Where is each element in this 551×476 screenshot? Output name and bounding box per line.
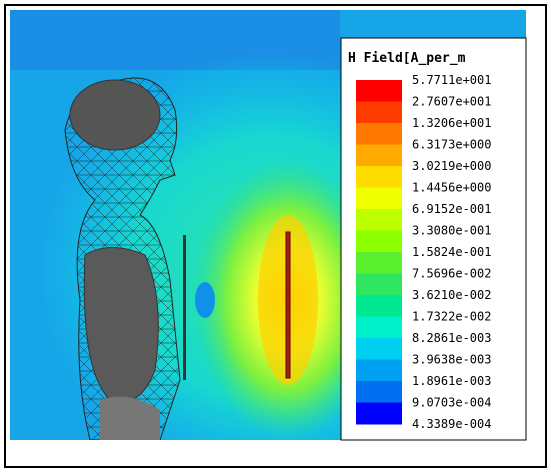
legend-label: 1.4456e+000 <box>412 181 491 195</box>
legend-swatch <box>356 295 402 317</box>
legend-swatch <box>356 145 402 167</box>
legend-swatch <box>356 252 402 274</box>
legend: H Field[A_per_m 5.7711e+001 2.7607e+001 1.… <box>341 38 526 440</box>
legend-label: 5.7711e+001 <box>412 73 491 87</box>
legend-label: 3.9638e-003 <box>412 353 491 367</box>
legend-swatch <box>356 188 402 210</box>
legend-swatch <box>356 80 402 102</box>
legend-swatch <box>356 317 402 339</box>
legend-label: 3.3080e-001 <box>412 224 491 238</box>
legend-label: 1.3206e+001 <box>412 116 491 130</box>
legend-label: 4.3389e-004 <box>412 417 491 431</box>
legend-label: 1.8961e-003 <box>412 374 491 388</box>
screenshot: H Field[A_per_m 5.7711e+001 2.7607e+001 1.… <box>0 0 551 472</box>
legend-swatch <box>356 231 402 253</box>
legend-label: 6.3173e+000 <box>412 138 491 152</box>
legend-title: H Field[A_per_m <box>348 51 466 66</box>
legend-label: 6.9152e-001 <box>412 202 491 216</box>
legend-swatch <box>356 403 402 425</box>
legend-label: 1.5824e-001 <box>412 245 491 259</box>
legend-swatch <box>356 381 402 403</box>
legend-swatch <box>356 360 402 382</box>
legend-swatch <box>356 123 402 145</box>
legend-swatch <box>356 209 402 231</box>
legend-swatch <box>356 338 402 360</box>
legend-label: 3.6210e-002 <box>412 288 491 302</box>
legend-label: 1.7322e-002 <box>412 310 491 324</box>
legend-label: 7.5696e-002 <box>412 267 491 281</box>
legend-label: 9.0703e-004 <box>412 396 491 410</box>
legend-label: 3.0219e+000 <box>412 159 491 173</box>
legend-swatch <box>356 102 402 124</box>
legend-swatch <box>356 274 402 296</box>
legend-label: 8.2861e-003 <box>412 331 491 345</box>
legend-label: 2.7607e+001 <box>412 95 491 109</box>
legend-swatch <box>356 166 402 188</box>
